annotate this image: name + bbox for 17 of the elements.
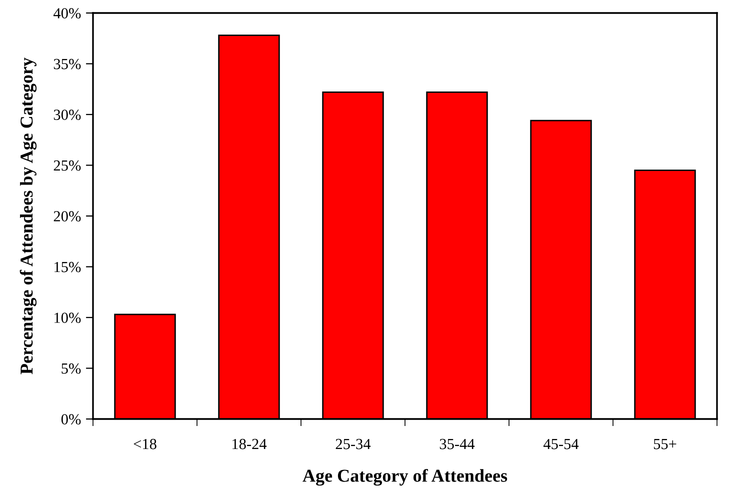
x-tick-label: 35-44 [440,438,475,450]
y-tick-label: 10% [54,312,81,323]
x-axis-title: Age Category of Attendees [302,468,508,486]
y-axis-title: Percentage of Attendees by Age Category [20,58,37,374]
x-tick-label: <18 [134,438,156,450]
y-tick-label: 0% [61,414,81,424]
y-tick-label: 35% [54,58,81,70]
x-tick-label: 45-54 [543,438,579,450]
y-tick-label: 15% [54,262,81,272]
x-tick-label: 18-24 [232,438,267,450]
y-tick-label: 25% [54,160,81,171]
y-tick-label: 20% [54,211,81,222]
y-tick-label: 40% [53,8,81,18]
x-tick-label: 55+ [654,439,676,450]
x-tick-label: 25-34 [336,438,371,450]
y-tick-label: 5% [62,363,81,374]
y-tick-label: 30% [54,110,81,120]
